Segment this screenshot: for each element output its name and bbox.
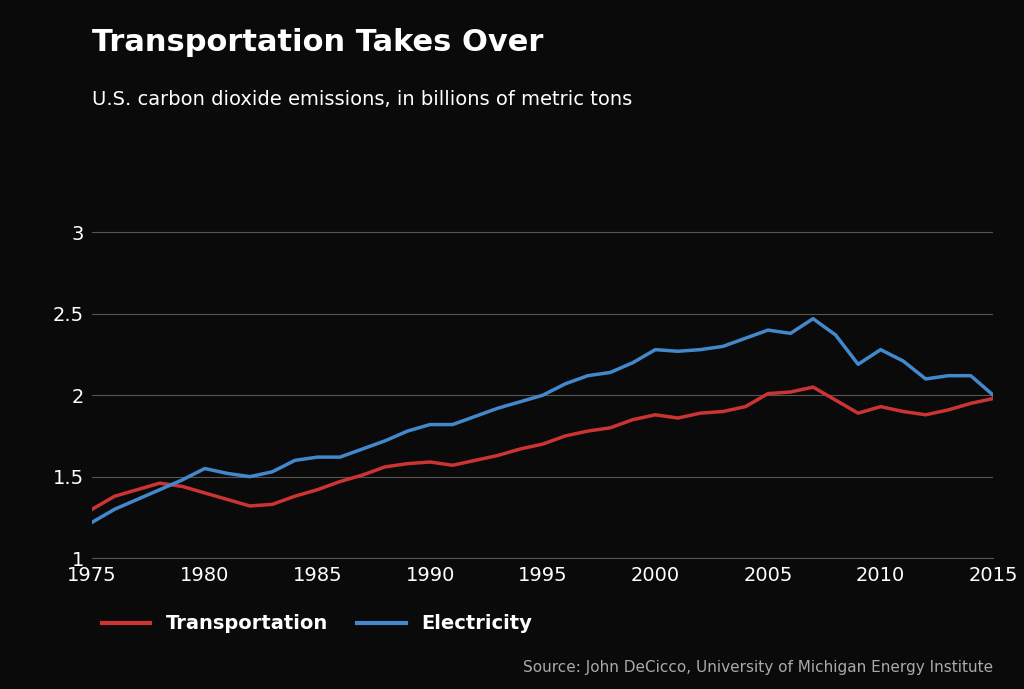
Text: Source: John DeCicco, University of Michigan Energy Institute: Source: John DeCicco, University of Mich… (523, 660, 993, 675)
Legend: Transportation, Electricity: Transportation, Electricity (101, 615, 532, 633)
Text: Transportation Takes Over: Transportation Takes Over (92, 28, 544, 56)
Text: U.S. carbon dioxide emissions, in billions of metric tons: U.S. carbon dioxide emissions, in billio… (92, 90, 633, 109)
